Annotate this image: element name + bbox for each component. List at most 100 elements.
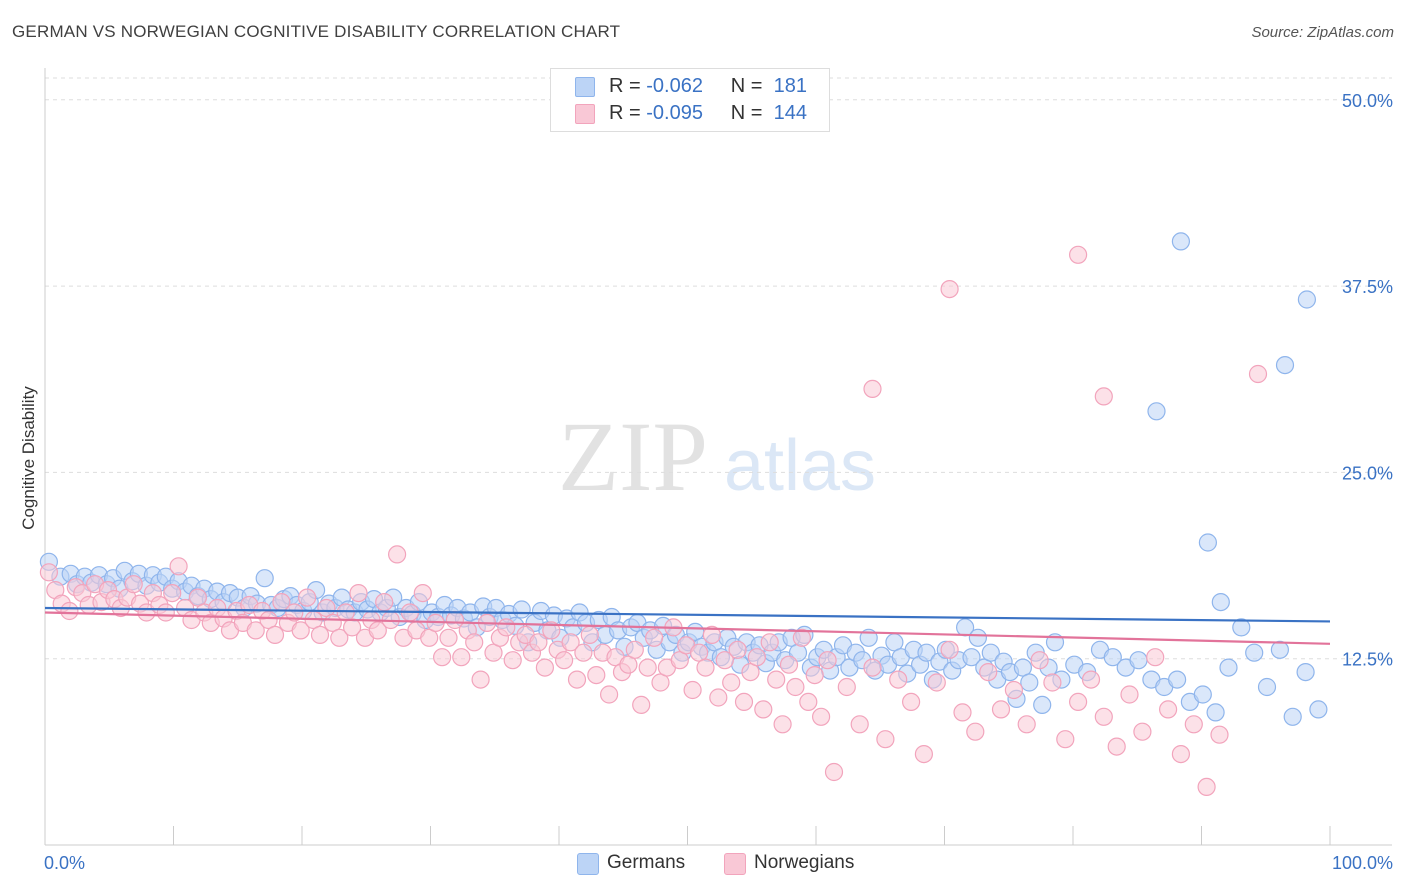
norwegian-point-138 (1030, 651, 1049, 670)
norwegian-point-94 (644, 628, 664, 647)
norwegian-point-0 (39, 563, 59, 582)
norwegian-point-38 (285, 603, 304, 622)
bottom-legend-swatch-norwegians (724, 853, 746, 875)
german-point-164 (1167, 670, 1187, 689)
german-point-141 (962, 648, 981, 667)
norwegian-point-115 (779, 655, 799, 674)
norwegian-point-72 (503, 651, 522, 670)
legend-swatch-norwegians (575, 104, 595, 124)
german-point-168 (1219, 658, 1238, 677)
german-point-175 (1309, 700, 1328, 719)
norwegian-point-124 (850, 715, 869, 734)
r-label: R = (609, 75, 641, 97)
n-label: N = (730, 102, 763, 124)
norwegian-point-145 (1120, 685, 1139, 704)
norwegian-points (39, 245, 1268, 797)
norwegian-point-54 (388, 545, 407, 564)
norwegian-point-85 (587, 665, 606, 685)
norwegian-trend-line (44, 611, 1331, 645)
n-label: N = (730, 75, 763, 97)
norwegian-point-126 (876, 730, 895, 749)
chart-title: GERMAN VS NORWEGIAN COGNITIVE DISABILITY… (12, 22, 621, 41)
norwegian-point-129 (914, 744, 934, 764)
y-tick-label-3: 50.0% (1342, 91, 1393, 111)
y-tick-label-1: 25.0% (1342, 463, 1393, 483)
norwegian-point-142 (1081, 670, 1101, 689)
norwegian-point-117 (792, 628, 812, 647)
y-axis-title: Cognitive Disability (19, 386, 38, 530)
norwegian-point-125 (863, 658, 882, 677)
norwegian-point-100 (683, 680, 702, 700)
norwegian-point-83 (574, 643, 593, 662)
r-label: R = (609, 102, 641, 124)
german-point-31 (255, 569, 274, 588)
legend-text-norwegians: R = -0.095 N = 144 (609, 102, 807, 125)
norwegian-point-136 (1004, 680, 1024, 700)
norwegian-point-118 (799, 692, 818, 712)
norwegian-point-77 (535, 658, 555, 677)
norwegian-point-130 (927, 673, 946, 692)
norwegian-point-106 (722, 673, 741, 692)
norwegian-point-134 (979, 662, 998, 682)
norwegian-point-147 (1146, 648, 1165, 667)
norwegian-point-66 (465, 633, 484, 652)
norwegian-point-80 (554, 651, 574, 670)
norwegian-point-119 (805, 665, 824, 685)
german-point-71 (512, 600, 531, 619)
norwegian-point-108 (734, 692, 754, 712)
norwegian-point-84 (580, 625, 599, 645)
norwegian-point-157 (1248, 364, 1268, 384)
x-tick-label-min: 0.0% (44, 853, 85, 873)
norwegian-point-127 (889, 670, 908, 689)
bottom-legend-label-germans: Germans (607, 852, 686, 873)
norwegian-point-32 (246, 621, 265, 640)
german-point-180 (1297, 290, 1317, 309)
german-point-167 (1206, 703, 1225, 722)
norwegian-point-13 (124, 575, 143, 594)
norwegian-point-52 (375, 592, 394, 612)
norwegian-point-144 (1107, 737, 1126, 756)
trend-lines (44, 606, 1331, 645)
norwegian-point-148 (1158, 700, 1178, 719)
axes (44, 68, 1392, 846)
norwegian-point-123 (837, 677, 856, 697)
norwegian-point-45 (330, 628, 349, 647)
german-point-173 (1283, 707, 1302, 726)
norwegian-point-67 (471, 670, 490, 689)
norwegian-point-61 (433, 648, 452, 667)
german-point-172 (1270, 640, 1290, 659)
norwegian-point-18 (156, 603, 175, 622)
german-point-142 (968, 628, 988, 647)
x-tick-label-max: 100.0% (1332, 853, 1393, 873)
norwegian-point-149 (1171, 744, 1191, 764)
german-point-159 (1103, 648, 1122, 667)
norwegian-point-48 (349, 583, 368, 603)
german-point-134 (917, 643, 936, 662)
norwegian-point-111 (754, 700, 773, 719)
german-point-181 (1211, 592, 1230, 612)
legend-swatch-germans (575, 77, 595, 97)
german-point-171 (1257, 677, 1277, 697)
norwegian-point-156 (1094, 387, 1113, 406)
norwegian-point-78 (542, 621, 561, 640)
norwegian-point-104 (709, 688, 728, 707)
norwegian-point-105 (715, 651, 734, 670)
norwegian-point-128 (901, 692, 921, 712)
norwegian-point-155 (1068, 245, 1088, 264)
german-point-170 (1245, 643, 1264, 662)
norwegian-point-154 (940, 280, 959, 299)
norwegian-point-113 (767, 670, 786, 689)
norwegian-point-137 (1017, 715, 1036, 734)
norwegian-point-87 (599, 685, 619, 704)
norwegian-point-150 (1184, 715, 1203, 734)
norwegian-point-121 (818, 651, 837, 670)
watermark: ZIP atlas (558, 401, 876, 512)
norwegian-point-107 (728, 640, 747, 659)
german-point-152 (1033, 695, 1052, 715)
norwegian-point-114 (773, 715, 792, 734)
norwegian-point-153 (863, 379, 882, 398)
norwegian-point-35 (265, 625, 285, 645)
norwegian-point-92 (632, 695, 651, 715)
source-label: Source: ZipAtlas.com (1251, 24, 1394, 41)
